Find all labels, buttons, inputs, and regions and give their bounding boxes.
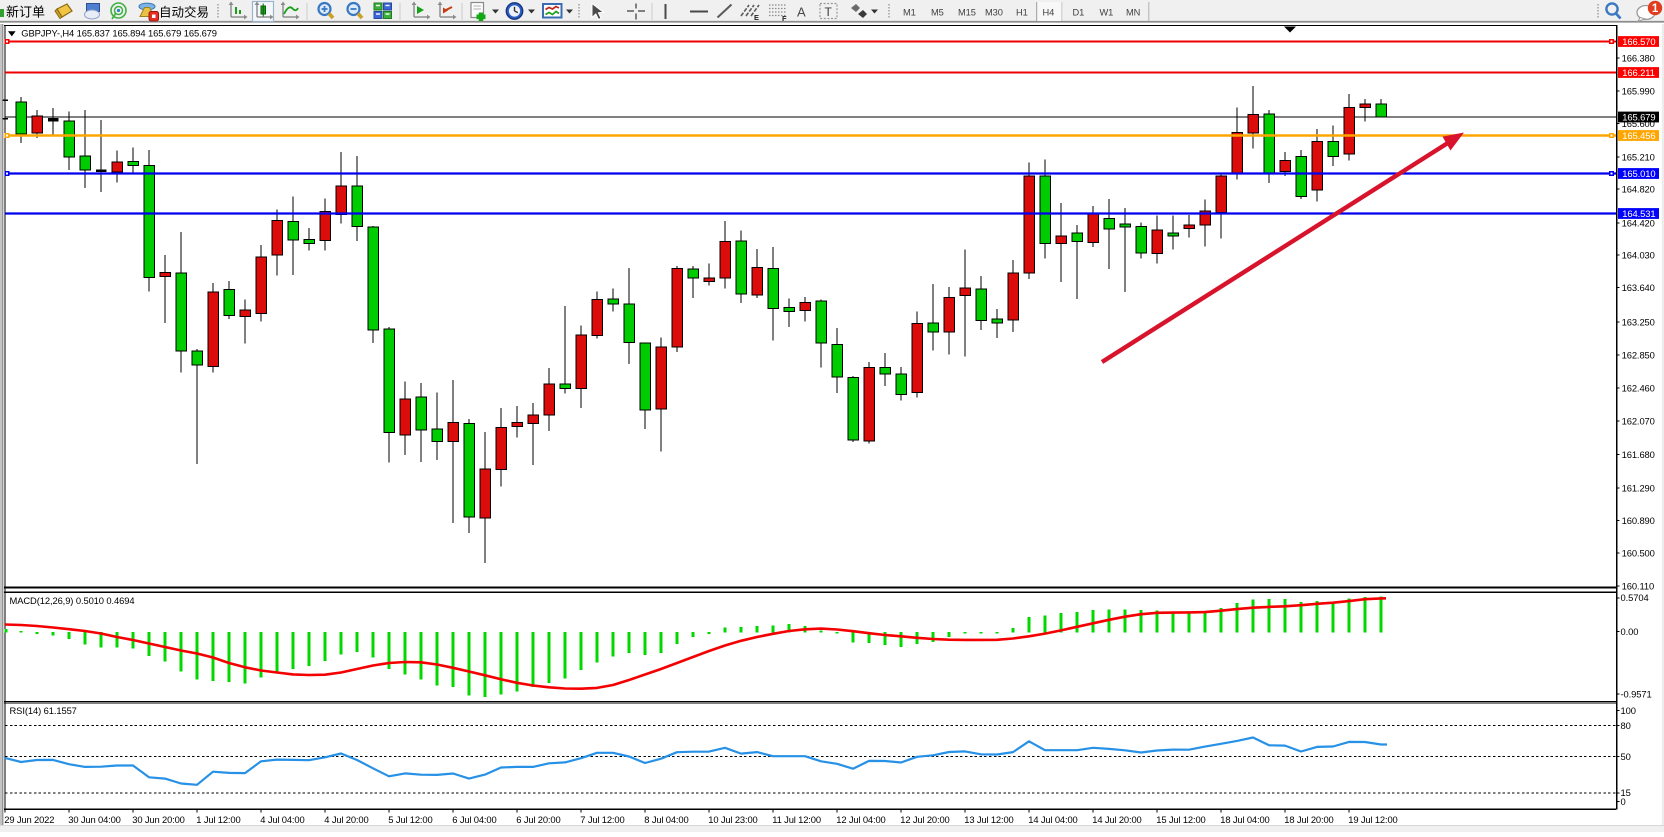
svg-text:自动交易: 自动交易: [159, 5, 209, 20]
svg-text:M15: M15: [958, 8, 976, 18]
svg-text:5 Jul 12:00: 5 Jul 12:00: [388, 814, 432, 825]
svg-text:160.890: 160.890: [1622, 515, 1655, 526]
svg-text:10 Jul 23:00: 10 Jul 23:00: [708, 814, 757, 825]
svg-text:163.250: 163.250: [1622, 316, 1655, 327]
svg-text:H1: H1: [1016, 8, 1028, 18]
svg-text:1 Jul 12:00: 1 Jul 12:00: [196, 814, 240, 825]
svg-text:M5: M5: [931, 8, 944, 18]
svg-text:18 Jul 20:00: 18 Jul 20:00: [1284, 814, 1333, 825]
svg-text:163.640: 163.640: [1622, 282, 1655, 293]
svg-text:14 Jul 20:00: 14 Jul 20:00: [1092, 814, 1141, 825]
svg-text:166.380: 166.380: [1622, 52, 1655, 63]
svg-text:164.420: 164.420: [1622, 217, 1655, 228]
svg-text:T: T: [825, 5, 833, 19]
svg-text:164.030: 164.030: [1622, 249, 1655, 260]
svg-text:15: 15: [1621, 787, 1631, 798]
svg-text:新订单: 新订单: [6, 5, 45, 20]
svg-text:11 Jul 12:00: 11 Jul 12:00: [772, 814, 821, 825]
svg-text:0.5704: 0.5704: [1621, 592, 1649, 603]
svg-text:166.211: 166.211: [1622, 67, 1655, 78]
svg-text:0: 0: [1621, 796, 1626, 807]
svg-text:19 Jul 12:00: 19 Jul 12:00: [1348, 814, 1397, 825]
svg-text:A: A: [797, 5, 806, 20]
svg-text:166.570: 166.570: [1622, 36, 1655, 47]
svg-text:30 Jun 20:00: 30 Jun 20:00: [132, 814, 184, 825]
svg-text:GBPJPY-,H4 165.837 165.894 16: GBPJPY-,H4 165.837 165.894 165.679 165.6…: [21, 27, 217, 38]
svg-text:165.990: 165.990: [1622, 85, 1655, 96]
svg-text:80: 80: [1621, 720, 1631, 731]
svg-text:1: 1: [1652, 3, 1659, 15]
svg-text:162.850: 162.850: [1622, 349, 1655, 360]
svg-text:165.679: 165.679: [1622, 112, 1655, 123]
svg-text:165.010: 165.010: [1622, 168, 1655, 179]
svg-text:12 Jul 20:00: 12 Jul 20:00: [900, 814, 949, 825]
svg-text:6 Jul 04:00: 6 Jul 04:00: [452, 814, 496, 825]
svg-text:4 Jul 04:00: 4 Jul 04:00: [260, 814, 304, 825]
svg-text:F: F: [782, 14, 787, 23]
svg-text:H4: H4: [1043, 8, 1055, 18]
svg-text:165.210: 165.210: [1622, 151, 1655, 162]
svg-text:100: 100: [1621, 705, 1636, 716]
svg-text:4 Jul 20:00: 4 Jul 20:00: [324, 814, 368, 825]
svg-text:M1: M1: [903, 8, 916, 18]
svg-text:160.500: 160.500: [1622, 547, 1655, 558]
svg-text:18 Jul 04:00: 18 Jul 04:00: [1220, 814, 1269, 825]
svg-text:160.110: 160.110: [1622, 580, 1655, 591]
svg-text:164.820: 164.820: [1622, 183, 1655, 194]
svg-text:50: 50: [1621, 751, 1631, 762]
svg-text:W1: W1: [1100, 8, 1114, 18]
svg-text:MACD(12,26,9) 0.5010 0.4694: MACD(12,26,9) 0.5010 0.4694: [10, 595, 135, 606]
svg-text:0.00: 0.00: [1621, 626, 1639, 637]
svg-text:13 Jul 12:00: 13 Jul 12:00: [964, 814, 1013, 825]
svg-text:12 Jul 04:00: 12 Jul 04:00: [836, 814, 885, 825]
svg-text:7 Jul 12:00: 7 Jul 12:00: [580, 814, 624, 825]
svg-text:8 Jul 04:00: 8 Jul 04:00: [644, 814, 688, 825]
svg-text:E: E: [754, 13, 759, 22]
svg-text:30 Jun 04:00: 30 Jun 04:00: [68, 814, 120, 825]
svg-text:162.070: 162.070: [1622, 415, 1655, 426]
svg-text:RSI(14) 61.1557: RSI(14) 61.1557: [10, 705, 77, 716]
svg-text:14 Jul 04:00: 14 Jul 04:00: [1028, 814, 1077, 825]
svg-text:161.680: 161.680: [1622, 449, 1655, 460]
svg-text:6 Jul 20:00: 6 Jul 20:00: [516, 814, 560, 825]
svg-text:164.531: 164.531: [1622, 208, 1655, 219]
svg-text:29 Jun 2022: 29 Jun 2022: [4, 814, 54, 825]
svg-text:161.290: 161.290: [1622, 482, 1655, 493]
svg-text:165.456: 165.456: [1622, 130, 1655, 141]
svg-text:-0.9571: -0.9571: [1621, 688, 1652, 699]
svg-text:165.600: 165.600: [1622, 118, 1655, 129]
svg-text:162.460: 162.460: [1622, 382, 1655, 393]
svg-text:15 Jul 12:00: 15 Jul 12:00: [1156, 814, 1205, 825]
svg-text:MN: MN: [1126, 8, 1140, 18]
svg-text:M30: M30: [985, 8, 1003, 18]
svg-text:D1: D1: [1073, 8, 1085, 18]
